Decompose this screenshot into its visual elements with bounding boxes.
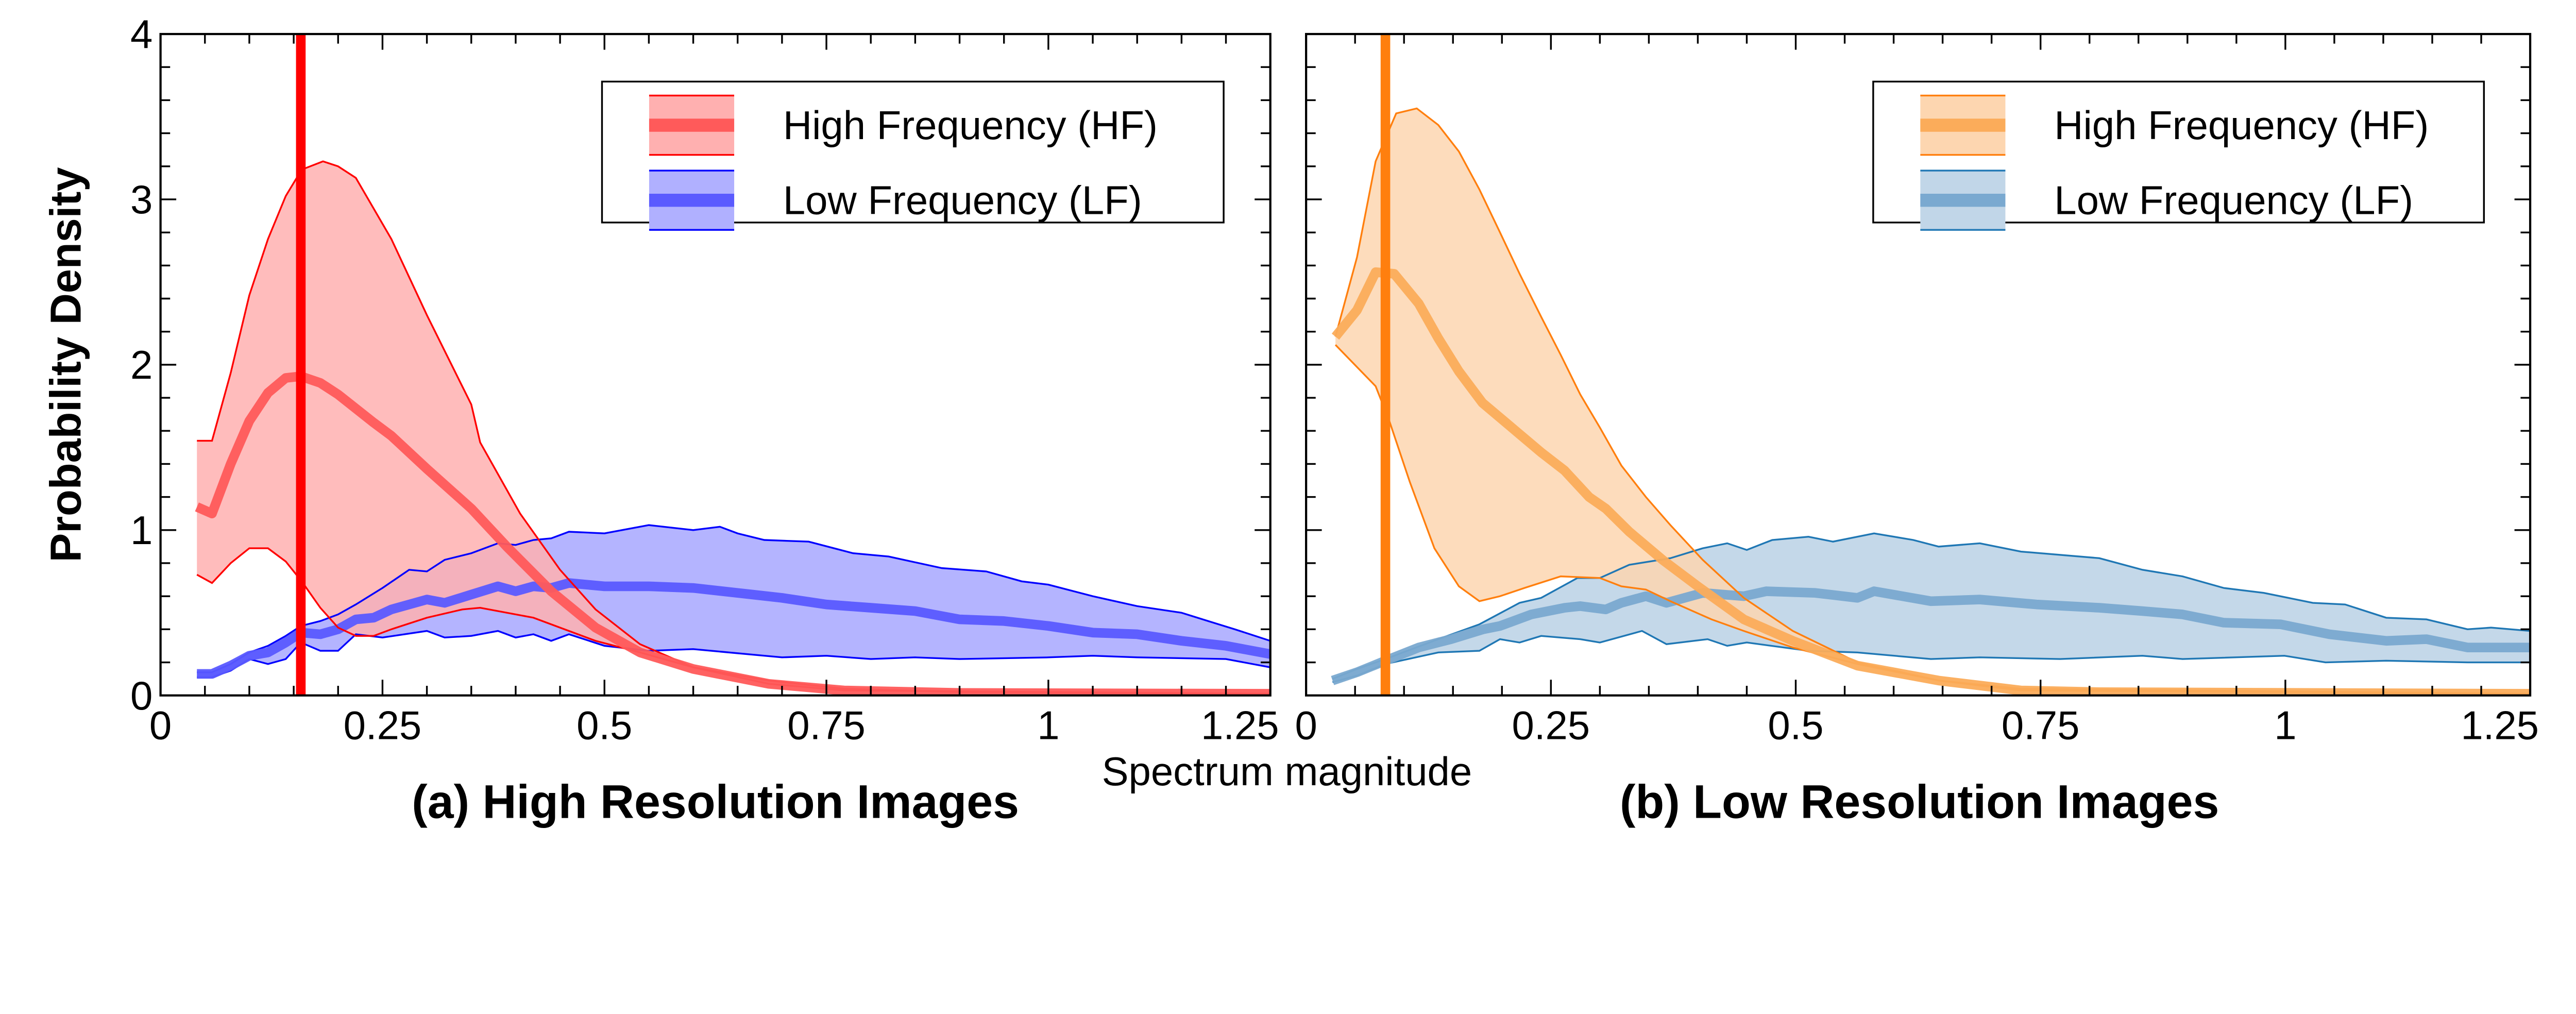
hf-upper-line <box>1334 107 2531 695</box>
hf-mean-line <box>195 371 1270 696</box>
lf-lower-line <box>1332 630 2531 683</box>
x-tick-label: 0.25 <box>1512 702 1590 748</box>
y-tick-label: 4 <box>130 11 152 57</box>
lf-upper-line <box>197 524 1270 673</box>
legend: High Frequency (HF) Low Frequency (LF) <box>1872 80 2485 231</box>
x-tick-label: 1.25 <box>1201 702 1279 748</box>
hf-legend-label: High Frequency (HF) <box>783 103 1158 148</box>
x-tick-label: 0.5 <box>577 702 632 748</box>
hf-band <box>197 161 1270 694</box>
x-tick-label: 0.75 <box>2002 702 2080 748</box>
lf-upper-line <box>1332 532 2531 680</box>
x-tick-label: 1.25 <box>2461 702 2539 748</box>
legend: High Frequency (HF) Low Frequency (LF) <box>601 80 1225 231</box>
x-tick-label: 0 <box>149 702 172 748</box>
hf-legend-label: High Frequency (HF) <box>2054 103 2429 148</box>
x-tick-label: 0.75 <box>787 702 866 748</box>
y-axis-label: Probability Density <box>41 167 90 562</box>
x-tick-label: 0.5 <box>1768 702 1823 748</box>
y-tick-label: 1 <box>130 508 152 553</box>
y-tick-label: 2 <box>130 342 152 387</box>
lf-lower-line <box>197 630 1270 679</box>
plot-area <box>195 34 1270 696</box>
hf-mean-line <box>1331 267 2531 696</box>
panel-a: 0 0.25 0.5 0.75 1 1.25 0 1 2 3 4 High Frequency (HF… <box>130 11 1279 748</box>
panel-b-title: (b) Low Resolution Images <box>1620 776 2219 829</box>
hf-band <box>1335 108 2531 694</box>
x-axis-label: Spectrum magnitude <box>1102 749 1472 794</box>
x-tick-label: 0 <box>1295 702 1317 748</box>
panel-b: 0 0.25 0.5 0.75 1 1.25 High Frequency (HF) Low … <box>1295 32 2539 748</box>
lf-legend-label: Low Frequency (LF) <box>2054 178 2413 223</box>
plot-area <box>1331 34 2531 696</box>
lf-legend-label: Low Frequency (LF) <box>783 178 1142 223</box>
lf-mean-line <box>1331 586 2531 685</box>
y-tick-label: 3 <box>130 177 152 222</box>
x-tick-label: 1 <box>2274 702 2296 748</box>
panel-a-title: (a) High Resolution Images <box>412 776 1019 829</box>
y-tick-label: 0 <box>130 673 152 718</box>
figure: Probability Density Spectrum magnitude (… <box>41 11 2539 829</box>
x-tick-label: 1 <box>1037 702 1059 748</box>
x-tick-label: 0.25 <box>344 702 422 748</box>
